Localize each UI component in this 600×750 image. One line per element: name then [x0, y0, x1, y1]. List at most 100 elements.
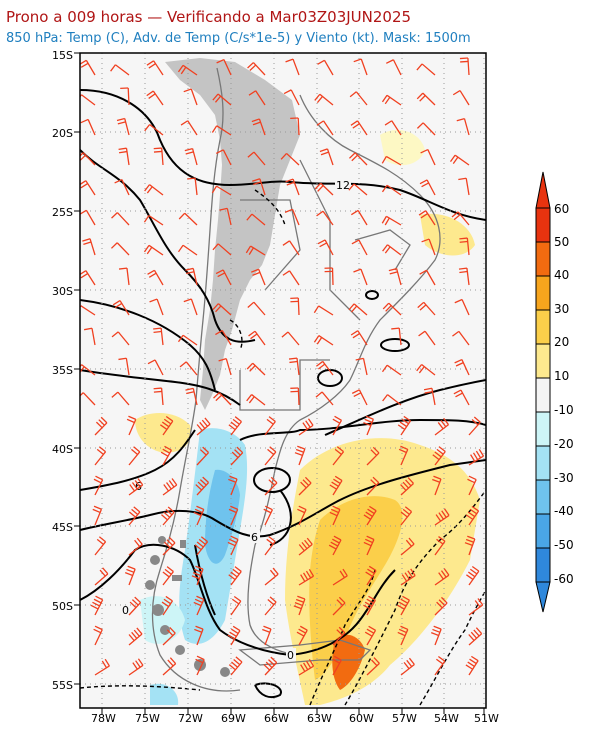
colorbar-segment — [535, 479, 551, 515]
wind-barb — [430, 625, 442, 646]
wind-barb — [348, 152, 368, 166]
lon-label: 69W — [221, 712, 246, 725]
wind-barb — [432, 446, 446, 466]
wind-barb — [434, 417, 450, 436]
wind-barb — [82, 238, 96, 256]
wind-barb — [366, 657, 380, 676]
wind-barb — [263, 505, 274, 526]
wind-barb — [381, 184, 402, 196]
wind-barb — [324, 267, 334, 286]
wind-barb — [421, 238, 436, 256]
colorbar-segment — [535, 445, 551, 481]
colorbar-segment — [535, 377, 551, 413]
colorbar-top-arrow — [535, 171, 551, 209]
wind-barb — [332, 446, 345, 466]
wind-barb — [110, 64, 130, 76]
wind-barb — [468, 598, 484, 616]
wind-barb — [381, 364, 402, 376]
wind-barb — [366, 446, 380, 466]
wind-barb — [112, 300, 130, 316]
wind-barb — [332, 568, 348, 586]
wind-barb — [111, 391, 130, 406]
wind-barb — [332, 415, 343, 436]
wind-barb — [451, 211, 470, 226]
wind-barb — [94, 416, 108, 436]
wind-barb — [227, 625, 241, 646]
wind-barb — [351, 239, 368, 256]
wind-barb — [248, 330, 266, 346]
wind-barb — [416, 122, 436, 136]
colorbar-segment — [535, 411, 551, 447]
wind-barb — [348, 183, 368, 196]
wind-barb — [400, 657, 415, 676]
wind-barb — [264, 446, 277, 466]
wind-barb — [228, 656, 243, 676]
wind-barb — [93, 625, 103, 646]
chart-title: Prono a 009 horas — Verificando a Mar03Z… — [6, 8, 412, 26]
wind-barb — [191, 565, 204, 586]
wind-barb — [385, 59, 402, 76]
wind-barb — [454, 358, 470, 376]
wind-barb — [248, 90, 266, 106]
lon-label: 54W — [434, 712, 459, 725]
wind-barb — [153, 387, 164, 406]
wind-barb — [350, 120, 368, 136]
colorbar-segment — [535, 547, 551, 583]
wind-barb — [128, 506, 141, 526]
contour-label-6b: 6 — [251, 531, 258, 544]
wind-barb — [353, 268, 368, 286]
wind-barb — [282, 270, 300, 286]
wind-barb — [162, 478, 178, 496]
contour-label-group: 12 6 6 0 0 — [121, 178, 351, 662]
colorbar-label: 50 — [554, 235, 569, 249]
wind-barb — [143, 244, 164, 256]
wind-barb — [280, 152, 300, 166]
wind-barb — [381, 215, 402, 226]
wind-barb — [382, 394, 402, 406]
contour-label-6a: 6 — [135, 480, 142, 493]
wind-barb — [144, 123, 164, 136]
wind-barb — [294, 445, 306, 466]
wind-barb — [212, 303, 232, 316]
wind-barb — [452, 330, 470, 346]
wind-barb — [363, 595, 376, 616]
wind-barb — [264, 416, 276, 436]
wind-barb — [398, 445, 409, 466]
wind-barb — [219, 207, 232, 226]
wind-barb — [211, 125, 232, 136]
colorbar-label: -20 — [554, 437, 574, 451]
wind-barb — [468, 627, 483, 646]
wind-barb — [264, 476, 278, 496]
wind-barb — [162, 627, 176, 646]
wind-barb — [366, 476, 380, 496]
wind-barb — [349, 91, 368, 106]
wind-barb — [397, 595, 410, 616]
wind-barb — [126, 415, 137, 436]
wind-barb — [251, 118, 266, 136]
wind-barb — [262, 625, 272, 646]
wind-barb — [332, 626, 346, 646]
colorbar-label: -10 — [554, 403, 574, 417]
wind-barb — [290, 117, 300, 136]
colorbar-segment — [535, 513, 551, 549]
lon-label: 57W — [392, 712, 417, 725]
wind-barb — [283, 89, 300, 106]
wind-barb — [90, 595, 104, 616]
wind-barb — [434, 596, 448, 616]
wind-barb — [247, 62, 266, 76]
wind-barb — [162, 566, 174, 586]
terrain-mask — [165, 58, 300, 410]
wind-barb — [466, 565, 480, 586]
wind-barb — [94, 536, 107, 556]
wind-barb — [194, 536, 209, 556]
wind-barb — [120, 87, 130, 106]
wind-barb — [355, 357, 368, 376]
wind-barb — [288, 357, 300, 376]
wind-barb — [263, 656, 278, 676]
wind-barb — [297, 505, 307, 526]
wind-barb — [111, 212, 130, 226]
wind-barb — [80, 118, 96, 136]
lat-label: 35S — [52, 364, 73, 377]
wind-barb — [264, 596, 277, 616]
wind-barb — [381, 94, 402, 106]
